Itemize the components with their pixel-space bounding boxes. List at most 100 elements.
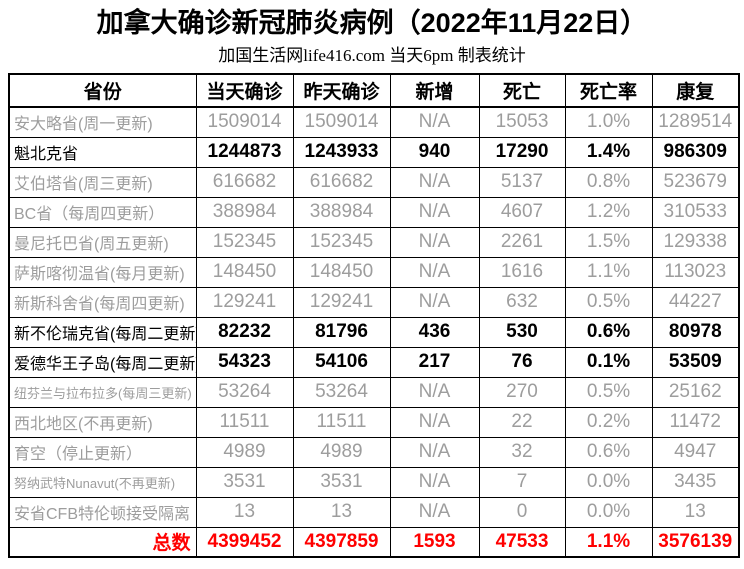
table-row: BC省（每周四更新） 388984 388984 N/A 4607 1.2% 3… [8, 196, 740, 228]
page-subtitle: 加国生活网life416.com 当天6pm 制表统计 [218, 46, 526, 65]
death-rate-cell: 0.8% [564, 166, 653, 198]
new-cases-cell: N/A [389, 106, 480, 138]
today-confirmed-cell: 54323 [195, 346, 294, 378]
col-header-new-cases: 新增 [389, 73, 480, 108]
new-cases-cell: 940 [389, 136, 480, 168]
yesterday-confirmed-cell: 1509014 [292, 106, 391, 138]
death-rate-cell: 0.5% [564, 286, 653, 318]
new-cases-cell: N/A [389, 226, 480, 258]
col-header-death-rate: 死亡率 [564, 73, 653, 108]
deaths-cell: 32 [478, 436, 566, 468]
province-cell: 育空（停止更新） [8, 436, 197, 468]
table-row: 努纳武特Nunavut(不再更新) 3531 3531 N/A 7 0.0% 3… [8, 466, 740, 498]
province-cell: 魁北克省 [8, 136, 197, 168]
col-header-deaths: 死亡 [478, 73, 566, 108]
recovered-cell: 310533 [651, 196, 740, 228]
today-confirmed-cell: 1244873 [195, 136, 294, 168]
new-cases-cell: 436 [389, 316, 480, 348]
page-title: 加拿大确诊新冠肺炎病例（2022年11月22日） [96, 8, 648, 38]
table-header: 省份 当天确诊 昨天确诊 新增 死亡 死亡率 康复 [8, 73, 740, 108]
province-cell: 爱德华王子岛(每周二更新) [8, 346, 197, 378]
deaths-cell: 15053 [478, 106, 566, 138]
table-row: 西北地区(不再更新) 11511 11511 N/A 22 0.2% 11472 [8, 406, 740, 438]
table-row: 纽芬兰与拉布拉多(每周三更新) 53264 53264 N/A 270 0.5%… [8, 376, 740, 408]
province-cell: 安省CFB特伦顿接受隔离 [8, 496, 197, 528]
yesterday-confirmed-cell: 616682 [292, 166, 391, 198]
recovered-cell: 113023 [651, 256, 740, 288]
table-body: 安大略省(周一更新) 1509014 1509014 N/A 15053 1.0… [8, 106, 740, 558]
today-confirmed-cell: 11511 [195, 406, 294, 438]
province-cell: 艾伯塔省(周三更新) [8, 166, 197, 198]
death-rate-cell: 0.0% [564, 496, 653, 528]
recovered-cell: 986309 [651, 136, 740, 168]
deaths-cell: 4607 [478, 196, 566, 228]
province-cell: 纽芬兰与拉布拉多(每周三更新) [8, 376, 197, 408]
recovered-cell: 11472 [651, 406, 740, 438]
today-confirmed-cell: 152345 [195, 226, 294, 258]
recovered-cell: 80978 [651, 316, 740, 348]
yesterday-confirmed-cell: 152345 [292, 226, 391, 258]
table-row: 安大略省(周一更新) 1509014 1509014 N/A 15053 1.0… [8, 106, 740, 138]
yesterday-confirmed-cell: 81796 [292, 316, 391, 348]
col-header-today-confirmed: 当天确诊 [195, 73, 294, 108]
recovered-cell: 25162 [651, 376, 740, 408]
table-row: 新斯科舍省(每周四更新) 129241 129241 N/A 632 0.5% … [8, 286, 740, 318]
province-cell: 西北地区(不再更新) [8, 406, 197, 438]
deaths-cell: 632 [478, 286, 566, 318]
new-cases-cell: N/A [389, 376, 480, 408]
recovered-cell: 129338 [651, 226, 740, 258]
total-label: 总数 [8, 526, 197, 558]
death-rate-cell: 1.5% [564, 226, 653, 258]
yesterday-confirmed-cell: 388984 [292, 196, 391, 228]
table-row: 爱德华王子岛(每周二更新) 54323 54106 217 76 0.1% 53… [8, 346, 740, 378]
province-cell: 新不伦瑞克省(每周二更新) [8, 316, 197, 348]
new-cases-cell: N/A [389, 166, 480, 198]
new-cases-cell: N/A [389, 496, 480, 528]
new-cases-cell: N/A [389, 196, 480, 228]
new-cases-cell: N/A [389, 286, 480, 318]
province-cell: 努纳武特Nunavut(不再更新) [8, 466, 197, 498]
yesterday-confirmed-cell: 3531 [292, 466, 391, 498]
death-rate-cell: 0.6% [564, 436, 653, 468]
yesterday-confirmed-cell: 1243933 [292, 136, 391, 168]
recovered-cell: 44227 [651, 286, 740, 318]
total-death-rate: 1.1% [564, 526, 653, 558]
death-rate-cell: 0.2% [564, 406, 653, 438]
table-row: 新不伦瑞克省(每周二更新) 82232 81796 436 530 0.6% 8… [8, 316, 740, 348]
recovered-cell: 523679 [651, 166, 740, 198]
new-cases-cell: 217 [389, 346, 480, 378]
death-rate-cell: 0.5% [564, 376, 653, 408]
recovered-cell: 1289514 [651, 106, 740, 138]
new-cases-cell: N/A [389, 466, 480, 498]
recovered-cell: 53509 [651, 346, 740, 378]
header-row: 省份 当天确诊 昨天确诊 新增 死亡 死亡率 康复 [8, 73, 740, 108]
province-cell: 新斯科舍省(每周四更新) [8, 286, 197, 318]
deaths-cell: 7 [478, 466, 566, 498]
yesterday-confirmed-cell: 13 [292, 496, 391, 528]
recovered-cell: 13 [651, 496, 740, 528]
death-rate-cell: 1.2% [564, 196, 653, 228]
yesterday-confirmed-cell: 4989 [292, 436, 391, 468]
death-rate-cell: 1.4% [564, 136, 653, 168]
table-row: 艾伯塔省(周三更新) 616682 616682 N/A 5137 0.8% 5… [8, 166, 740, 198]
table-row: 魁北克省 1244873 1243933 940 17290 1.4% 9863… [8, 136, 740, 168]
deaths-cell: 2261 [478, 226, 566, 258]
deaths-cell: 76 [478, 346, 566, 378]
deaths-cell: 1616 [478, 256, 566, 288]
col-header-recovered: 康复 [651, 73, 740, 108]
yesterday-confirmed-cell: 54106 [292, 346, 391, 378]
today-confirmed-cell: 53264 [195, 376, 294, 408]
death-rate-cell: 0.1% [564, 346, 653, 378]
today-confirmed-cell: 388984 [195, 196, 294, 228]
death-rate-cell: 0.0% [564, 466, 653, 498]
new-cases-cell: N/A [389, 406, 480, 438]
deaths-cell: 0 [478, 496, 566, 528]
today-confirmed-cell: 129241 [195, 286, 294, 318]
death-rate-cell: 0.6% [564, 316, 653, 348]
deaths-cell: 22 [478, 406, 566, 438]
table-row: 曼尼托巴省(周五更新) 152345 152345 N/A 2261 1.5% … [8, 226, 740, 258]
today-confirmed-cell: 82232 [195, 316, 294, 348]
yesterday-confirmed-cell: 148450 [292, 256, 391, 288]
deaths-cell: 17290 [478, 136, 566, 168]
table-row: 安省CFB特伦顿接受隔离 13 13 N/A 0 0.0% 13 [8, 496, 740, 528]
